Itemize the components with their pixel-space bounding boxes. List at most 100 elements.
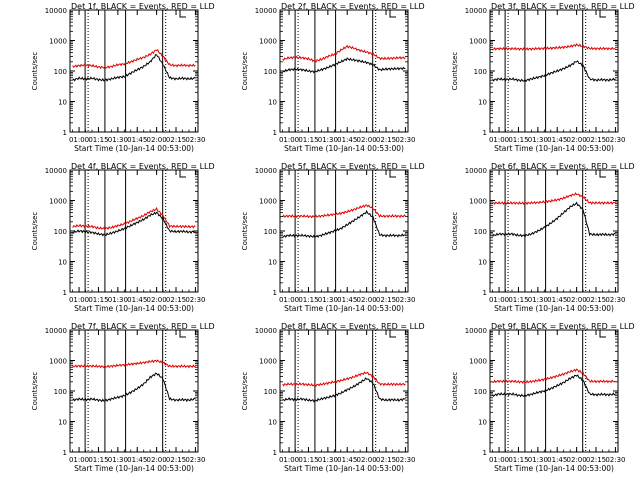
x-tick-label: 01:30 (318, 296, 338, 304)
panel-grid: Det 1f, BLACK = Events, RED = LLD1101001… (31, 2, 635, 473)
detector-panel-8: Det 8f, BLACK = Events, RED = LLD 1 10 100 1… (241, 322, 425, 473)
series-line-events (282, 209, 406, 239)
series-line-lld (492, 368, 616, 385)
x-tick-label: 01:30 (108, 456, 128, 464)
x-axis-title: Start Time (10-Jan-14 00:53:00) (74, 144, 194, 153)
panel-title: Det 7f, BLACK = Events, RED = LLD (71, 322, 215, 331)
series-line-events (282, 377, 406, 403)
x-axis-title: Start Time (10-Jan-14 00:53:00) (74, 464, 194, 473)
x-tick-label: 02:00 (147, 456, 167, 464)
legend-marker (179, 170, 186, 178)
series-line-lld (72, 359, 196, 369)
x-tick-label: 01:00 (279, 456, 299, 464)
x-tick-label: 02:15 (166, 296, 186, 304)
y-axis-title: Counts/sec (451, 372, 459, 411)
x-axis-title: Start Time (10-Jan-14 00:53:00) (74, 304, 194, 313)
x-tick-label: 02:30 (605, 456, 625, 464)
x-tick-label: 02:15 (586, 456, 606, 464)
x-tick-label: 01:30 (528, 296, 548, 304)
panel-title: Det 1f, BLACK = Events, RED = LLD (71, 2, 215, 11)
x-tick-label: 01:00 (279, 136, 299, 144)
detector-panel-9: Det 9f, BLACK = Events, RED = LLD 1 10 100 1… (451, 322, 635, 473)
x-axis-title: Start Time (10-Jan-14 00:53:00) (494, 144, 614, 153)
y-tick-label: 1 (63, 129, 67, 137)
y-tick-label: 10 (478, 419, 487, 427)
x-axis-title: Start Time (10-Jan-14 00:53:00) (284, 304, 404, 313)
x-tick-label: 01:15 (88, 296, 108, 304)
y-tick-label: 10 (58, 99, 67, 107)
x-tick-label: 02:00 (147, 136, 167, 144)
panel-title: Det 6f, BLACK = Events, RED = LLD (491, 162, 635, 171)
x-tick-label: 01:30 (108, 136, 128, 144)
x-axis-title: Start Time (10-Jan-14 00:53:00) (284, 464, 404, 473)
detector-panel-1: Det 1f, BLACK = Events, RED = LLD 1 10 100 1… (31, 2, 215, 153)
series-line-lld (72, 206, 196, 231)
x-tick-label: 01:00 (279, 296, 299, 304)
panel-title: Det 4f, BLACK = Events, RED = LLD (71, 162, 215, 171)
panel-title: Det 3f, BLACK = Events, RED = LLD (491, 2, 635, 11)
y-tick-label: 10000 (465, 327, 487, 335)
y-tick-label: 10000 (45, 327, 67, 335)
series-line-events (492, 374, 616, 398)
x-tick-label: 02:00 (567, 296, 587, 304)
y-axis-title: Counts/sec (31, 212, 39, 251)
y-tick-label: 10000 (465, 167, 487, 175)
y-axis-title: Counts/sec (451, 212, 459, 251)
series-line-events (492, 60, 616, 83)
x-tick-label: 02:30 (395, 136, 415, 144)
x-tick-label: 01:45 (337, 136, 357, 144)
y-axis-title: Counts/sec (451, 52, 459, 91)
legend-marker (389, 10, 396, 18)
y-tick-label: 1 (483, 449, 487, 457)
x-tick-label: 02:30 (395, 296, 415, 304)
y-tick-label: 10000 (45, 7, 67, 15)
y-tick-label: 1000 (49, 358, 67, 366)
x-tick-label: 01:00 (489, 136, 509, 144)
series-line-events (72, 372, 196, 403)
x-tick-label: 02:15 (166, 456, 186, 464)
legend-marker (599, 170, 606, 178)
x-tick-label: 01:15 (298, 456, 318, 464)
y-tick-label: 1000 (259, 38, 277, 46)
x-tick-label: 01:45 (547, 296, 567, 304)
y-tick-label: 1 (273, 129, 277, 137)
series-line-lld (72, 49, 196, 70)
x-tick-label: 02:15 (376, 136, 396, 144)
x-tick-label: 01:00 (69, 136, 89, 144)
x-tick-label: 01:15 (88, 456, 108, 464)
x-tick-label: 01:30 (528, 456, 548, 464)
y-tick-label: 10 (58, 259, 67, 267)
x-tick-label: 01:45 (127, 296, 147, 304)
x-tick-label: 01:15 (508, 296, 528, 304)
x-tick-label: 02:15 (376, 296, 396, 304)
legend-marker (179, 330, 186, 338)
panel-title: Det 9f, BLACK = Events, RED = LLD (491, 322, 635, 331)
y-tick-label: 1 (63, 449, 67, 457)
x-tick-label: 01:15 (298, 296, 318, 304)
x-tick-label: 01:00 (69, 456, 89, 464)
x-tick-label: 02:00 (147, 296, 167, 304)
y-tick-label: 1000 (469, 198, 487, 206)
y-axis-title: Counts/sec (241, 372, 249, 411)
x-tick-label: 02:00 (357, 136, 377, 144)
y-tick-label: 10 (268, 419, 277, 427)
series-line-events (492, 201, 616, 238)
y-axis-title: Counts/sec (241, 212, 249, 251)
x-tick-label: 01:15 (508, 456, 528, 464)
y-tick-label: 100 (54, 228, 67, 236)
detector-panel-6: Det 6f, BLACK = Events, RED = LLD 1 10 100 1… (451, 162, 635, 313)
y-tick-label: 1000 (259, 198, 277, 206)
y-tick-label: 10000 (465, 7, 487, 15)
series-line-events (72, 211, 196, 237)
x-tick-label: 01:30 (108, 296, 128, 304)
detector-panel-4: Det 4f, BLACK = Events, RED = LLD 1 10 100 1… (31, 162, 215, 313)
y-tick-label: 10000 (255, 167, 277, 175)
x-tick-label: 01:45 (127, 136, 147, 144)
series-line-events (72, 54, 196, 82)
legend-marker (599, 10, 606, 18)
detector-panel-7: Det 7f, BLACK = Events, RED = LLD 1 10 100 1… (31, 322, 215, 473)
x-tick-label: 02:00 (357, 296, 377, 304)
series-line-lld (282, 204, 406, 219)
x-tick-label: 02:15 (166, 136, 186, 144)
y-tick-label: 100 (474, 388, 487, 396)
